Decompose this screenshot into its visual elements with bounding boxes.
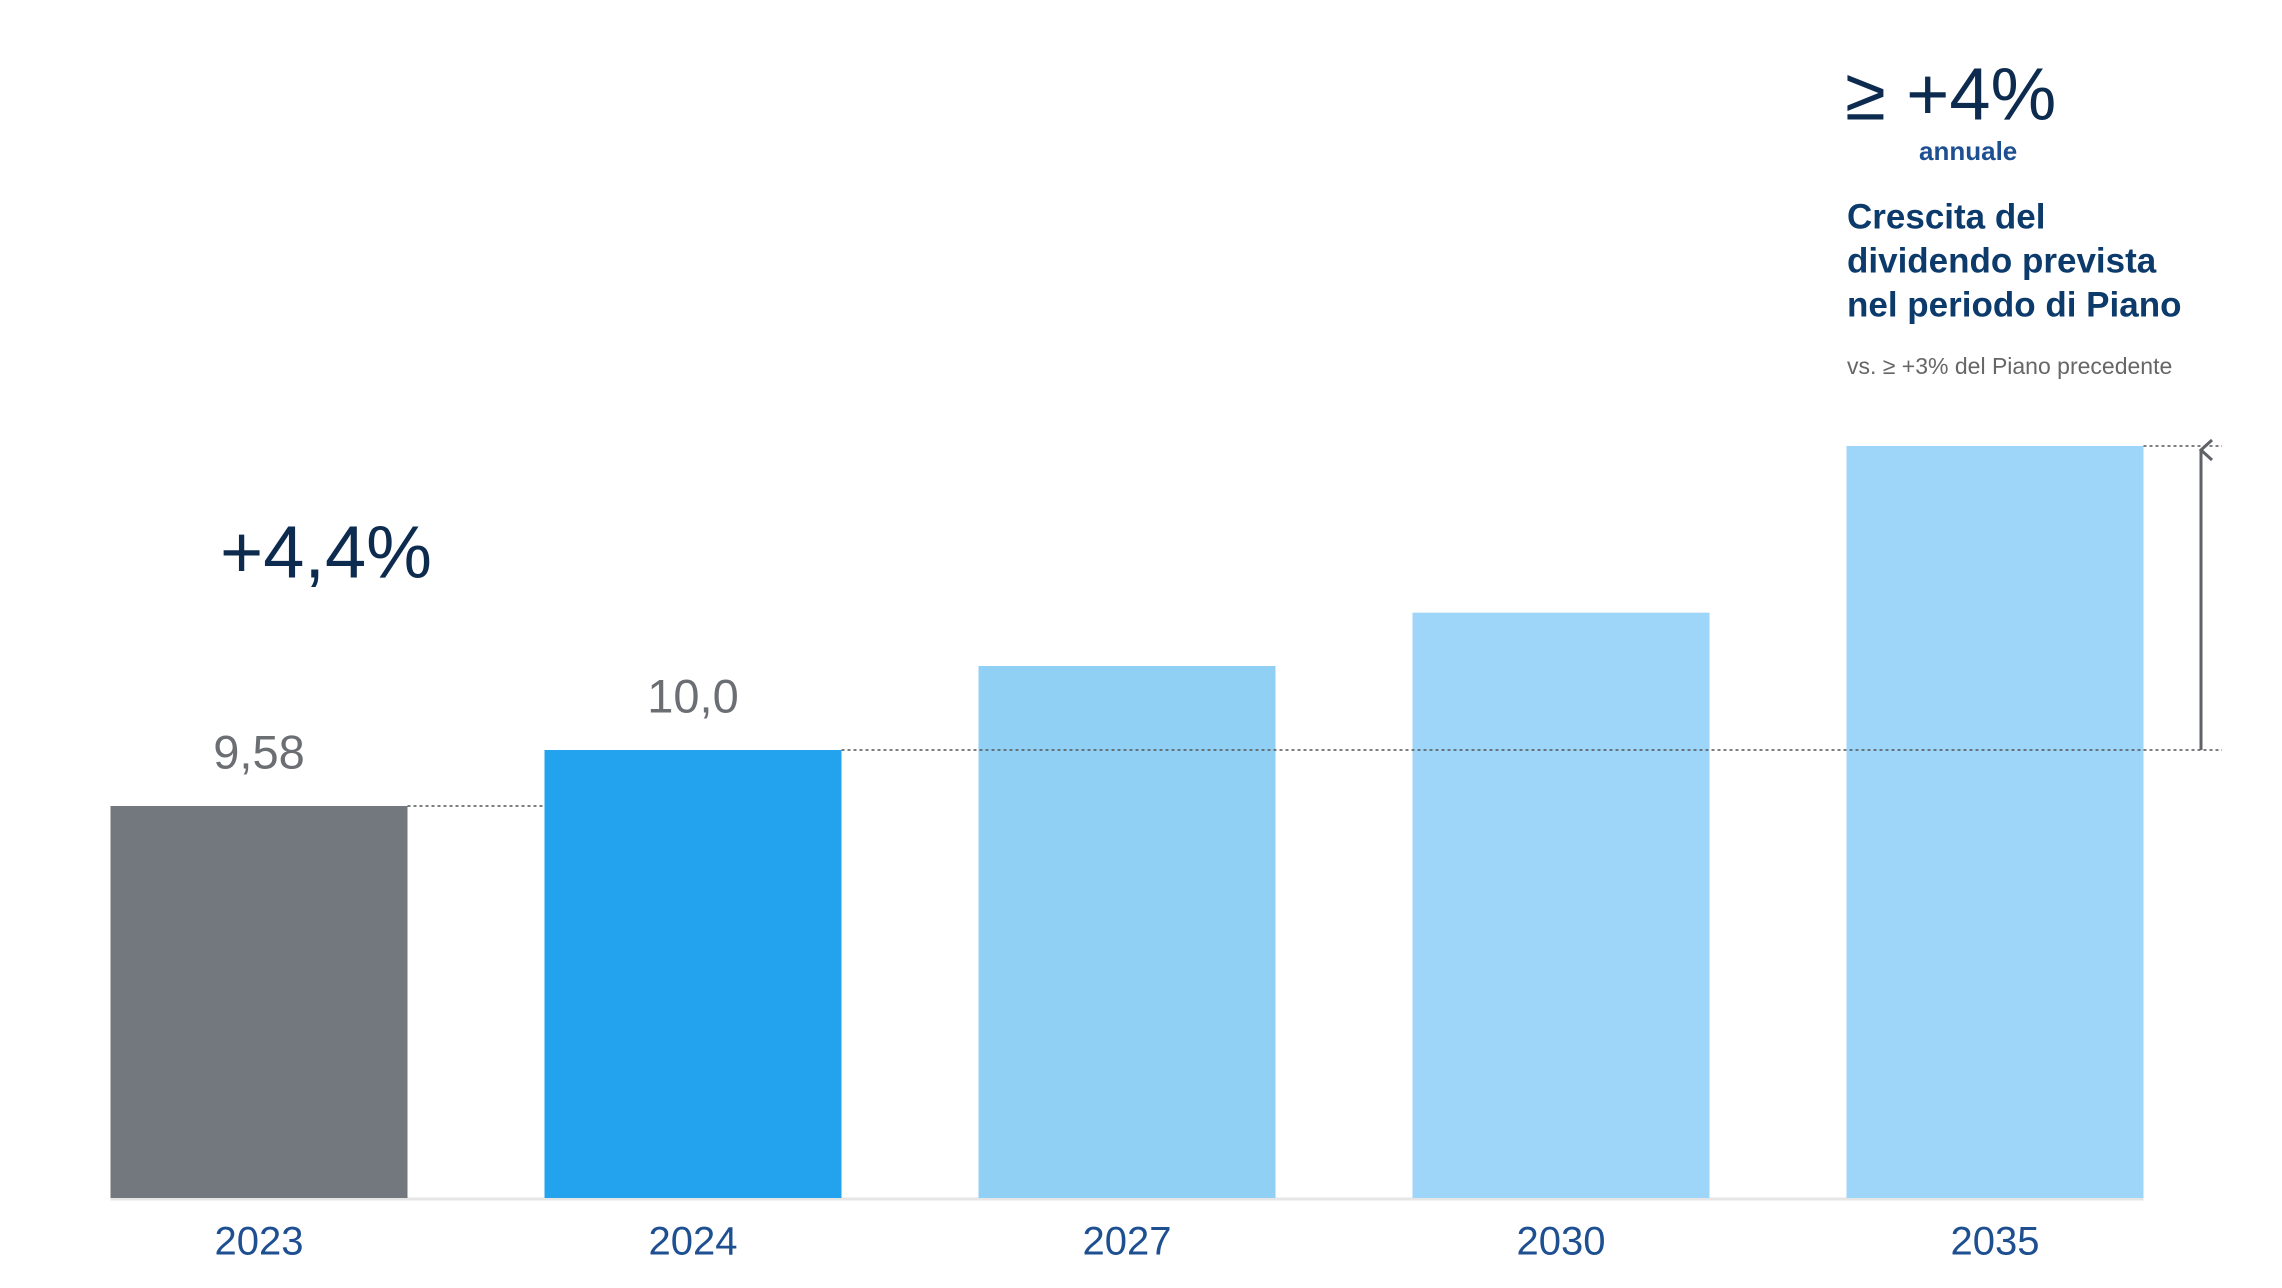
headline: Crescita del bbox=[1847, 197, 2045, 236]
growth-target: ≥ +4% bbox=[1845, 53, 2056, 136]
x-tick-label: 2030 bbox=[1517, 1220, 1606, 1264]
bar bbox=[544, 750, 842, 1198]
x-tick-label: 2027 bbox=[1083, 1220, 1172, 1264]
x-tick-label: 2035 bbox=[1951, 1220, 2040, 1264]
bar bbox=[978, 666, 1276, 1198]
value-label: 10,0 bbox=[647, 669, 738, 722]
value-label: 9,58 bbox=[213, 725, 304, 778]
growth-past: +4,4% bbox=[220, 511, 432, 594]
x-tick-label: 2024 bbox=[649, 1220, 738, 1264]
headline: nel periodo di Piano bbox=[1847, 285, 2181, 324]
bar bbox=[1412, 612, 1710, 1198]
growth-unit: annuale bbox=[1919, 136, 2017, 166]
bar bbox=[110, 806, 408, 1198]
x-tick-label: 2023 bbox=[215, 1220, 304, 1264]
bar bbox=[1846, 446, 2144, 1198]
note: vs. ≥ +3% del Piano precedente bbox=[1847, 353, 2172, 379]
headline: dividendo prevista bbox=[1847, 241, 2157, 280]
